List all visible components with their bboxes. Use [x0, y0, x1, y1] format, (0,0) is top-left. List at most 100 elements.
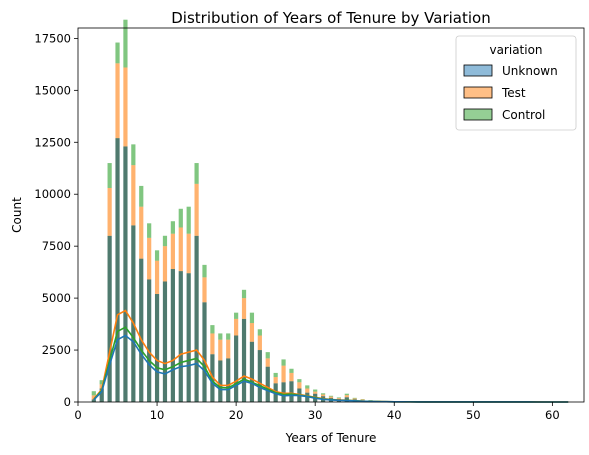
- bar-control-17: [210, 325, 215, 334]
- x-tick-label: 40: [387, 408, 402, 422]
- bar-test-30: [313, 391, 318, 394]
- legend-label-test: Test: [501, 86, 526, 100]
- bar-test-33: [336, 398, 342, 399]
- legend-title: variation: [489, 43, 542, 57]
- bar-test-25: [273, 377, 278, 384]
- bar-control-16: [202, 264, 207, 278]
- bar-test-29: [305, 388, 310, 393]
- bar-unknown-16: [202, 302, 207, 402]
- bar-test-4: [107, 187, 112, 236]
- bar-control-2: [91, 391, 96, 396]
- bar-test-31: [320, 394, 326, 397]
- bar-test-34: [344, 395, 349, 398]
- bar-control-26: [281, 359, 286, 366]
- bar-unknown-21: [241, 318, 247, 402]
- bar-unknown-27: [289, 381, 294, 402]
- bar-unknown-7: [131, 225, 136, 402]
- bar-control-22: [249, 312, 255, 324]
- bar-unknown-2: [91, 399, 96, 402]
- legend: variation Unknown Test Control: [455, 35, 577, 131]
- legend-swatch-unknown: [463, 64, 493, 77]
- legend-swatch-control: [463, 108, 493, 121]
- bar-control-3: [99, 380, 104, 385]
- y-tick-label: 12500: [34, 135, 71, 149]
- bar-unknown-9: [147, 279, 152, 402]
- bar-control-8: [139, 185, 144, 207]
- bar-unknown-15: [194, 235, 199, 402]
- bar-control-30: [313, 389, 318, 392]
- bar-control-11: [162, 235, 168, 247]
- bar-test-8: [139, 206, 144, 259]
- bar-unknown-3: [99, 388, 104, 402]
- bar-test-15: [194, 183, 199, 236]
- bar-unknown-12: [170, 269, 175, 402]
- bar-control-25: [273, 372, 278, 378]
- bar-control-13: [178, 208, 183, 228]
- bar-control-10: [154, 250, 160, 261]
- bar-test-6: [123, 67, 128, 147]
- bar-test-10: [154, 260, 160, 294]
- bar-control-6: [123, 19, 128, 68]
- bar-test-11: [162, 246, 168, 282]
- bar-control-33: [336, 397, 342, 399]
- bar-test-28: [297, 382, 302, 389]
- x-tick-label: 30: [308, 408, 323, 422]
- legend-swatch-test: [463, 86, 493, 99]
- bar-unknown-10: [154, 293, 160, 402]
- bar-unknown-5: [115, 138, 120, 402]
- y-tick-label: 7500: [42, 239, 71, 253]
- x-tick-label: 0: [74, 408, 81, 422]
- bar-test-21: [241, 298, 247, 319]
- bar-control-7: [131, 144, 136, 166]
- bar-test-14: [186, 233, 191, 274]
- x-axis-label: Years of Tenure: [285, 431, 377, 445]
- bar-control-5: [115, 42, 120, 64]
- bar-control-14: [186, 206, 191, 234]
- bar-test-23: [257, 335, 262, 351]
- bar-test-5: [115, 63, 120, 139]
- y-tick-label: 15000: [34, 83, 71, 97]
- bar-control-24: [265, 352, 270, 359]
- bars-layer: [91, 19, 571, 402]
- bar-test-27: [289, 372, 294, 382]
- bar-unknown-26: [281, 382, 286, 402]
- y-tick-label: 5000: [42, 291, 71, 305]
- bar-control-35: [352, 397, 357, 399]
- bar-unknown-20: [234, 335, 239, 402]
- bar-control-9: [147, 223, 152, 238]
- bar-control-32: [328, 395, 334, 397]
- bar-control-27: [289, 368, 294, 373]
- bar-control-31: [320, 393, 326, 395]
- bar-unknown-4: [107, 235, 112, 402]
- bar-control-12: [170, 221, 175, 234]
- y-tick-label: 2500: [42, 343, 71, 357]
- bar-unknown-11: [162, 281, 168, 402]
- bar-unknown-6: [123, 146, 128, 402]
- bar-test-32: [328, 396, 334, 398]
- bar-test-2: [91, 395, 96, 400]
- plot-frame: [77, 27, 585, 403]
- x-tick-label: 20: [229, 408, 244, 422]
- bar-control-29: [305, 385, 310, 389]
- bar-test-35: [352, 398, 357, 400]
- bar-test-12: [170, 233, 175, 270]
- bar-control-18: [218, 333, 223, 340]
- bar-control-4: [107, 163, 112, 188]
- bar-test-16: [202, 277, 207, 303]
- bar-control-15: [194, 163, 199, 184]
- bar-test-17: [210, 333, 215, 355]
- x-tick-label: 60: [545, 408, 560, 422]
- bar-control-28: [297, 379, 302, 383]
- bar-test-36: [360, 399, 365, 401]
- bar-unknown-23: [257, 350, 262, 402]
- bar-unknown-13: [178, 271, 183, 402]
- bar-test-26: [281, 365, 286, 383]
- y-axis-label: Count: [10, 197, 24, 233]
- bar-control-34: [344, 393, 349, 396]
- bar-test-9: [147, 237, 152, 280]
- chart-title: Distribution of Years of Tenure by Varia…: [171, 9, 490, 27]
- y-tick-label: 17500: [34, 31, 71, 45]
- bar-test-20: [234, 318, 239, 336]
- bar-test-22: [249, 323, 255, 342]
